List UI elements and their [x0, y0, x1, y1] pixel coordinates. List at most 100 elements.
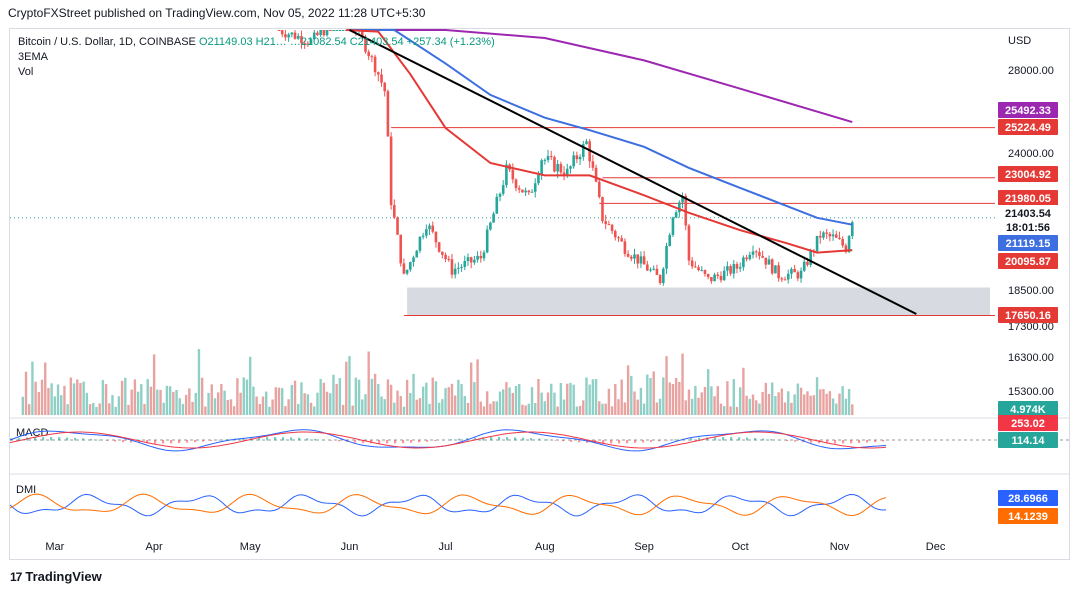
volume-bar — [191, 401, 194, 415]
volume-bar — [300, 382, 303, 415]
macd-histogram-bar — [258, 437, 261, 441]
tag-ema-red: 20095.87 — [1005, 256, 1051, 268]
volume-bar — [124, 377, 127, 415]
candle-body — [553, 157, 556, 172]
macd-histogram-bar — [698, 437, 701, 441]
candle-body — [511, 169, 515, 180]
volume-bar — [662, 377, 665, 415]
volume-bar — [755, 400, 758, 415]
candle-body — [521, 189, 524, 193]
volume-bar — [572, 384, 575, 415]
volume-bar — [812, 395, 816, 415]
volume-bar — [793, 394, 796, 415]
volume-bar — [524, 405, 527, 415]
volume-bar — [819, 389, 822, 415]
tag-close-price: 21403.54 — [1005, 208, 1052, 220]
volume-bar — [373, 373, 377, 415]
indicator-ema-label[interactable]: 3EMA — [18, 51, 48, 63]
candle-body — [290, 32, 294, 35]
volume-bar — [335, 383, 338, 415]
volume-bar — [383, 399, 386, 415]
candle-body — [546, 156, 550, 160]
candle-body — [617, 237, 620, 239]
volume-bar — [313, 406, 316, 415]
macd-histogram-bar — [570, 440, 573, 442]
macd-histogram-bar — [554, 440, 557, 441]
volume-bar — [152, 354, 156, 415]
macd-histogram-bar — [426, 440, 429, 442]
macd-histogram-bar — [218, 439, 221, 441]
candle-body — [646, 264, 649, 271]
candle-body — [482, 252, 486, 259]
volume-bar — [620, 379, 623, 415]
candle-body — [316, 32, 319, 36]
candle-body — [360, 30, 364, 37]
x-tick-label: Nov — [830, 541, 850, 553]
candle-body — [537, 174, 540, 184]
chart-frame[interactable] — [9, 28, 1070, 560]
volume-bar — [261, 396, 265, 415]
volume-bar — [476, 359, 479, 415]
candle-body — [642, 256, 646, 265]
tag-macd-signal-bg — [998, 415, 1058, 431]
candle-body — [742, 257, 745, 268]
volume-bar — [690, 398, 694, 415]
volume-bar — [578, 405, 582, 415]
volume-bar — [505, 382, 508, 415]
macd-histogram-bar — [690, 438, 693, 441]
volume-bar — [575, 406, 579, 415]
volume-bar — [521, 404, 524, 415]
volume-bar — [671, 383, 675, 415]
macd-histogram-bar — [778, 439, 781, 441]
y-tick-label: 18500.00 — [1008, 285, 1054, 297]
volume-bar — [652, 371, 655, 415]
descending-trendline — [349, 29, 917, 315]
macd-histogram-bar — [306, 438, 309, 441]
volume-bar — [799, 387, 803, 415]
tag-level-23004-bg — [998, 166, 1058, 182]
volume-bar — [47, 387, 50, 415]
macd-histogram-bar — [490, 437, 493, 441]
volume-bar — [239, 392, 242, 415]
volume-bar — [626, 365, 630, 415]
candle-body — [844, 245, 848, 253]
volume-bar — [66, 404, 69, 415]
volume-bar — [297, 403, 300, 415]
y-tick-label: 28000.00 — [1008, 65, 1054, 77]
macd-histogram-bar — [282, 437, 285, 441]
tradingview-footer[interactable]: 17 TradingView — [10, 569, 102, 584]
volume-bar — [764, 382, 768, 415]
volume-bar — [101, 379, 105, 415]
candle-body — [585, 141, 588, 145]
volume-bar — [396, 390, 399, 415]
candle-body — [463, 261, 467, 267]
volume-bar — [242, 377, 245, 415]
candle-body — [738, 267, 742, 269]
support-zone — [407, 287, 991, 316]
candle-body — [533, 183, 537, 192]
macd-histogram-bar — [826, 440, 829, 444]
x-tick-label: Jul — [439, 541, 453, 553]
volume-bar — [684, 400, 687, 415]
tag-dmi-plus: 28.6966 — [1008, 493, 1048, 505]
macd-histogram-bar — [642, 440, 645, 443]
volume-bar — [607, 388, 611, 415]
volume-bar — [24, 371, 28, 415]
indicator-vol-label[interactable]: Vol — [18, 66, 34, 78]
candle-body — [328, 30, 332, 31]
candle-body — [764, 257, 768, 265]
dmi-minus-line — [9, 493, 887, 517]
candle-body — [405, 269, 409, 274]
volume-bar — [271, 399, 274, 415]
tag-countdown: 18:01:56 — [1006, 222, 1050, 234]
candle-body — [572, 155, 575, 167]
candle-body — [831, 234, 835, 237]
candle-body — [774, 265, 777, 274]
macd-histogram-bar — [290, 437, 293, 441]
candle-body — [607, 224, 611, 226]
candle-body — [549, 156, 553, 158]
candle-body — [505, 164, 508, 186]
volume-bar — [678, 381, 681, 415]
volume-bar — [197, 349, 201, 415]
